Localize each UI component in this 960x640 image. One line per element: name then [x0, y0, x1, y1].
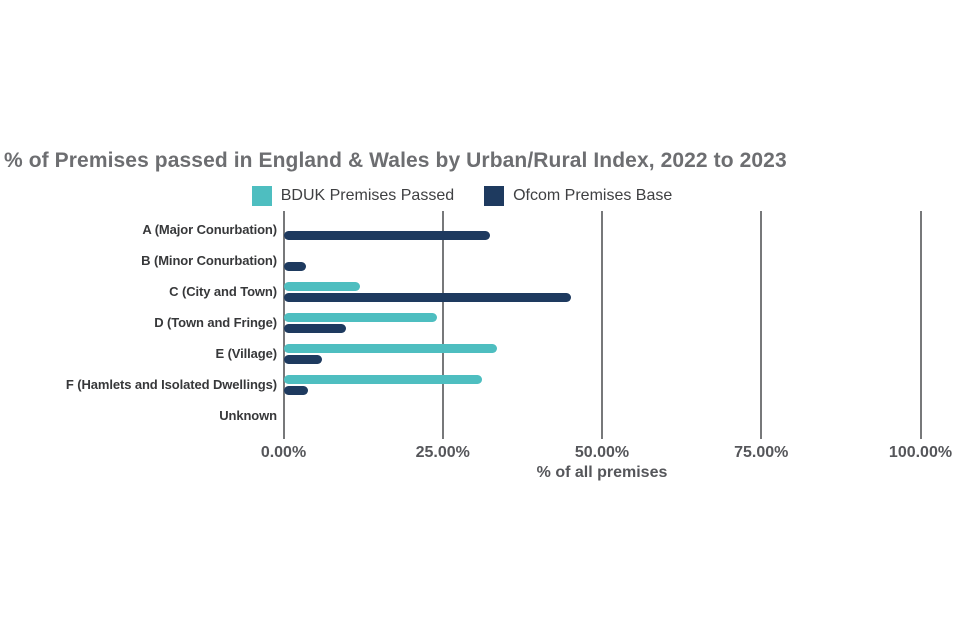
ofcom-bar — [284, 385, 309, 395]
legend-label-bduk: BDUK Premises Passed — [280, 187, 455, 204]
category-row: A (Major Conurbation) — [0, 215, 960, 246]
category-label: Unknown — [219, 408, 277, 424]
category-row: E (Village) — [0, 338, 960, 369]
ofcom-bar — [284, 354, 322, 364]
bar-group — [284, 338, 498, 369]
category-label: F (Hamlets and Isolated Dwellings) — [65, 377, 277, 393]
ofcom-bar — [284, 230, 491, 240]
legend: BDUK Premises Passed Ofcom Premises Base — [0, 186, 942, 206]
category-row: F (Hamlets and Isolated Dwellings) — [0, 369, 960, 400]
bduk-bar — [284, 281, 361, 291]
bar-group — [284, 215, 491, 246]
category-label: D (Town and Fringe) — [154, 315, 277, 331]
category-row: B (Minor Conurbation) — [0, 245, 960, 276]
x-tick-label: 50.00% — [574, 444, 630, 461]
category-label: E (Village) — [215, 346, 277, 362]
legend-item-ofcom: Ofcom Premises Base — [484, 186, 672, 206]
gridline — [760, 211, 763, 439]
gridline — [441, 211, 444, 439]
category-label: B (Minor Conurbation) — [141, 253, 277, 269]
bar-group — [284, 276, 571, 307]
x-tick-label: 75.00% — [734, 444, 789, 461]
bar-group — [284, 245, 307, 276]
legend-swatch-ofcom-icon — [484, 186, 505, 206]
category-row: Unknown — [0, 400, 960, 431]
bduk-bar — [284, 343, 498, 353]
x-axis-label: % of all premises — [536, 464, 668, 481]
legend-item-bduk: BDUK Premises Passed — [251, 186, 455, 206]
x-tick-label: 100.00% — [888, 444, 953, 461]
ofcom-bar — [284, 292, 571, 302]
bar-group — [284, 307, 437, 338]
ofcom-bar — [284, 323, 347, 333]
x-tick-label: 25.00% — [415, 444, 470, 461]
x-tick-label: 0.00% — [260, 444, 307, 461]
bduk-bar — [284, 312, 437, 322]
legend-label-ofcom: Ofcom Premises Base — [513, 187, 673, 204]
category-row: D (Town and Fringe) — [0, 307, 960, 338]
gridline — [282, 211, 285, 439]
bar-group — [284, 369, 482, 400]
category-row: C (City and Town) — [0, 276, 960, 307]
chart-title: % of Premises passed in England & Wales … — [4, 149, 787, 172]
gridline — [919, 211, 922, 439]
gridline — [601, 211, 603, 439]
ofcom-bar — [284, 261, 307, 271]
legend-swatch-bduk-icon — [251, 186, 272, 206]
category-label: C (City and Town) — [169, 284, 277, 300]
category-label: A (Major Conurbation) — [142, 222, 277, 238]
bduk-bar — [284, 374, 482, 384]
